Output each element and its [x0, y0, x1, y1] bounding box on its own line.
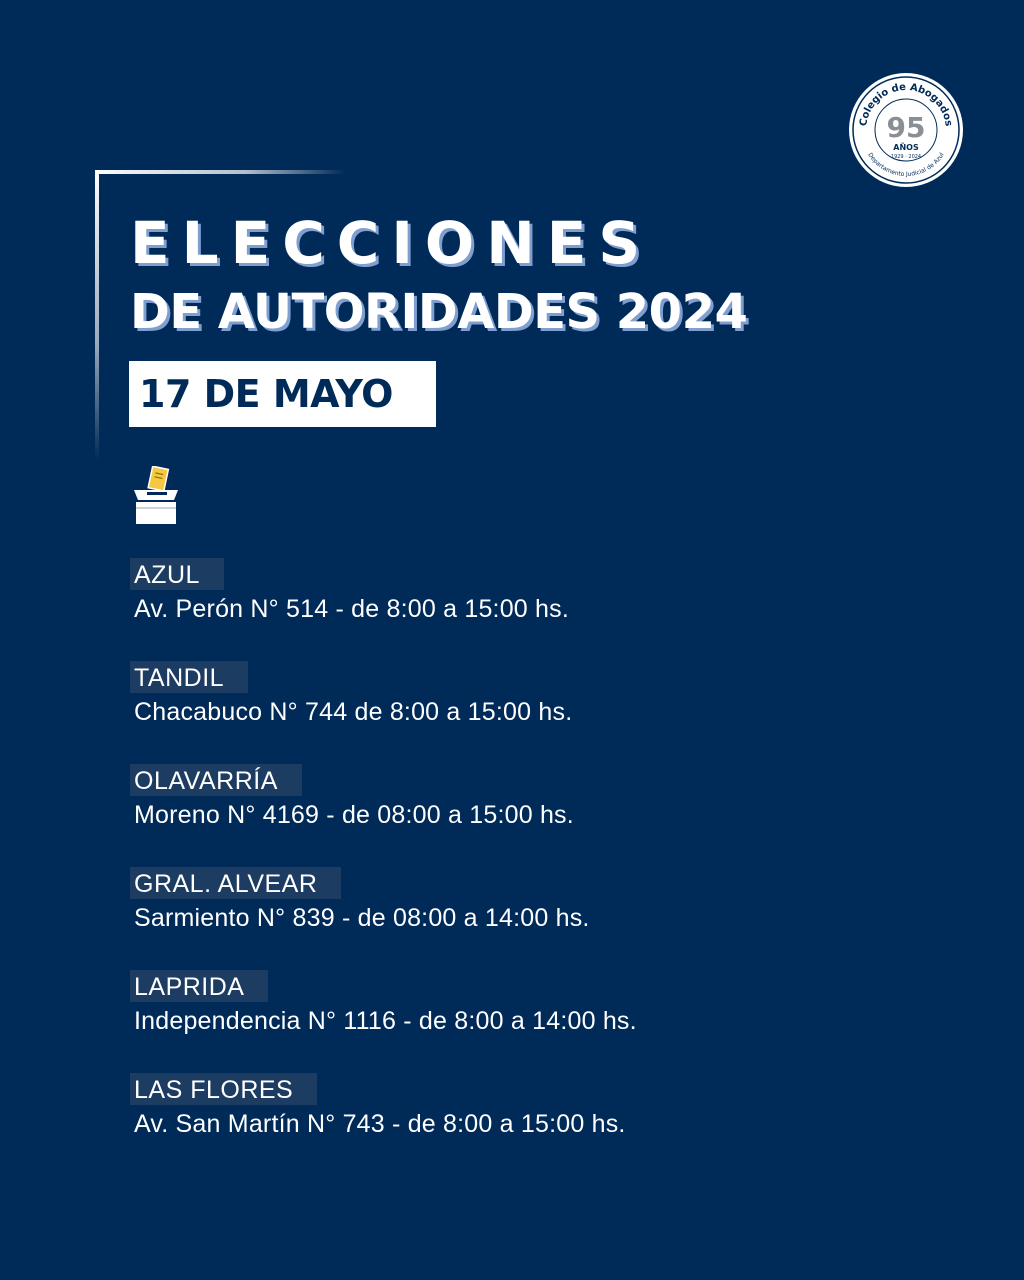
location-gral-alvear: GRAL. ALVEAR Sarmiento N° 839 - de 08:00… [130, 867, 590, 933]
location-azul: AZUL Av. Perón N° 514 - de 8:00 a 15:00 … [130, 558, 569, 624]
date-text: 17 DE MAYO [139, 372, 393, 416]
logo-label: AÑOS [893, 142, 919, 152]
address-text: Moreno N° 4169 - de 08:00 a 15:00 hs. [134, 801, 574, 829]
location-las-flores: LAS FLORES Av. San Martín N° 743 - de 8:… [130, 1073, 626, 1139]
city-label: OLAVARRÍA [130, 764, 302, 796]
date-badge: 17 DE MAYO [129, 361, 436, 427]
city-label: LAPRIDA [130, 970, 269, 1002]
location-laprida: LAPRIDA Independencia N° 1116 - de 8:00 … [130, 970, 637, 1036]
city-label: AZUL [130, 558, 224, 590]
logo-years: 1929 · 2024 [891, 154, 921, 160]
location-olavarria: OLAVARRÍA Moreno N° 4169 - de 08:00 a 15… [130, 764, 574, 830]
logo-number: 95 [887, 111, 926, 144]
location-tandil: TANDIL Chacabuco N° 744 de 8:00 a 15:00 … [130, 661, 572, 727]
address-text: Sarmiento N° 839 - de 08:00 a 14:00 hs. [134, 904, 590, 932]
city-label: TANDIL [130, 661, 249, 693]
frame-line-horizontal [95, 170, 345, 174]
address-text: Chacabuco N° 744 de 8:00 a 15:00 hs. [134, 698, 573, 726]
address-text: Av. Perón N° 514 - de 8:00 a 15:00 hs. [134, 595, 570, 623]
city-label: GRAL. ALVEAR [130, 867, 342, 899]
ballot-box-icon [134, 466, 178, 524]
colegio-abogados-logo: Colegio de Abogados Departamento Judicia… [849, 73, 963, 187]
address-text: Av. San Martín N° 743 - de 8:00 a 15:00 … [134, 1110, 626, 1138]
city-label: LAS FLORES [130, 1073, 318, 1105]
title-elecciones: ELECCIONES [130, 209, 653, 277]
address-text: Independencia N° 1116 - de 8:00 a 14:00 … [134, 1007, 637, 1035]
title-autoridades: DE AUTORIDADES 2024 [130, 284, 748, 340]
frame-line-vertical [95, 170, 99, 460]
